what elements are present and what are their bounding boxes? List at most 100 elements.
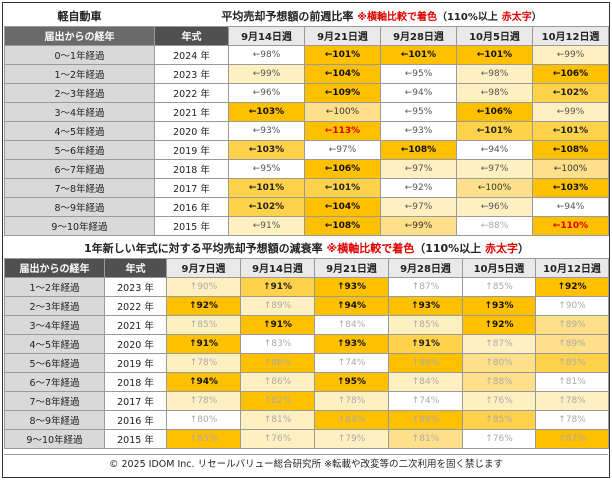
ratio-cell: ←106%: [304, 158, 381, 179]
ratio-cell: ←101%: [304, 44, 381, 65]
model-year: 2022 年: [154, 82, 229, 103]
table-row: 3～4年経過 2021 年 ↑85% ↑91% ↑84% ↑85% ↑92% ↑89%: [4, 314, 610, 335]
ratio-cell: ↑88%: [462, 371, 536, 392]
table1-note: ※横軸比較で着色: [357, 11, 437, 23]
table1-note-close: ）: [531, 11, 542, 23]
ratio-cell: ↑78%: [166, 352, 241, 373]
ratio-cell: ←108%: [531, 139, 610, 160]
ratio-cell: ←103%: [531, 177, 610, 198]
ratio-cell: ←106%: [531, 63, 610, 84]
elapsed-label: 4～5年経過: [4, 120, 155, 141]
elapsed-label: 8～9年経過: [4, 409, 105, 430]
elapsed-label: 5～6年経過: [4, 352, 105, 373]
ratio-cell: ↑91%: [240, 314, 315, 335]
ratio-cell: ↑89%: [534, 314, 610, 335]
col-year-header: 年式: [154, 25, 229, 46]
ratio-cell: ↑92%: [534, 276, 610, 297]
table2-title: 1年新しい年式に対する平均売却予想額の減衰率 ※横軸比較で着色（110%以上 赤…: [4, 238, 609, 258]
table-row: 4～5年経過 2020 年 ←93% ←113% ←93% ←101% ←101%: [4, 120, 610, 141]
model-year: 2022 年: [104, 295, 167, 316]
table2-note-open: （110%以上: [414, 241, 482, 255]
model-year: 2015 年: [104, 428, 167, 449]
ratio-cell: ↑85%: [166, 428, 241, 449]
model-year: 2019 年: [154, 139, 229, 160]
ratio-cell: ↑90%: [534, 295, 610, 316]
table-row: 9～10年経過 2015 年 ←91% ←108% ←99% ←88% ←110%: [4, 215, 610, 236]
ratio-cell: ↑74%: [314, 352, 389, 373]
week-header: 9月28日週: [380, 25, 457, 46]
ratio-cell: ←101%: [380, 44, 457, 65]
ratio-cell: ↑95%: [314, 371, 389, 392]
ratio-cell: ↑85%: [462, 276, 536, 297]
elapsed-label: 9～10年経過: [4, 428, 105, 449]
weekly-ratio-table: 軽自動車 平均売却予想額の前週比率 ※横軸比較で着色（110%以上 赤太字） 届…: [4, 6, 610, 236]
ratio-cell: ←109%: [304, 82, 381, 103]
col-elapsed-header: 届出からの経年: [4, 257, 105, 278]
ratio-cell: ←102%: [531, 82, 610, 103]
ratio-cell: ↑76%: [240, 428, 315, 449]
model-year: 2015 年: [154, 215, 229, 236]
ratio-cell: ←94%: [456, 139, 533, 160]
elapsed-label: 1～2年経過: [4, 63, 155, 84]
table2-note-red: 赤太字: [485, 241, 519, 255]
ratio-cell: ←113%: [304, 120, 381, 141]
ratio-cell: ↑87%: [462, 333, 536, 354]
ratio-cell: ↑94%: [314, 295, 389, 316]
ratio-cell: ←93%: [380, 120, 457, 141]
model-year: 2023 年: [104, 276, 167, 297]
ratio-cell: ↑86%: [240, 371, 315, 392]
ratio-cell: ↑76%: [462, 390, 536, 411]
ratio-cell: ←99%: [228, 63, 305, 84]
ratio-cell: ↑89%: [240, 295, 315, 316]
ratio-cell: ←97%: [456, 158, 533, 179]
ratio-cell: ←102%: [228, 196, 305, 217]
ratio-cell: ↑93%: [388, 295, 463, 316]
table-row: 4～5年経過 2020 年 ↑91% ↑83% ↑93% ↑91% ↑87% ↑89%: [4, 333, 610, 354]
ratio-cell: ←101%: [228, 177, 305, 198]
ratio-cell: ←108%: [304, 215, 381, 236]
ratio-cell: ↑86%: [240, 352, 315, 373]
ratio-cell: ←94%: [531, 196, 610, 217]
ratio-cell: ←95%: [228, 158, 305, 179]
ratio-cell: ←99%: [380, 215, 457, 236]
ratio-cell: ↑82%: [240, 390, 315, 411]
ratio-cell: ↑93%: [314, 276, 389, 297]
ratio-cell: ↑85%: [166, 314, 241, 335]
week-header: 10月5日週: [456, 25, 533, 46]
ratio-cell: ↑74%: [388, 390, 463, 411]
table2-title-text: 1年新しい年式に対する平均売却予想額の減衰率: [84, 241, 323, 255]
table2-note-close: ）: [518, 241, 530, 255]
ratio-cell: ←104%: [304, 63, 381, 84]
ratio-cell: ↑83%: [240, 333, 315, 354]
ratio-cell: ↑85%: [534, 352, 610, 373]
table1-title: 平均売却予想額の前週比率 ※横軸比較で着色（110%以上 赤太字）: [154, 6, 609, 26]
ratio-cell: ←99%: [531, 44, 610, 65]
ratio-cell: ↑94%: [166, 371, 241, 392]
ratio-cell: ↑84%: [314, 409, 389, 430]
ratio-cell: ←101%: [531, 120, 610, 141]
week-header: 9月21日週: [314, 257, 389, 278]
ratio-cell: ←92%: [380, 177, 457, 198]
ratio-cell: ↑86%: [388, 352, 463, 373]
ratio-cell: ↑76%: [462, 428, 536, 449]
table-row: 6～7年経過 2018 年 ←95% ←106% ←97% ←97% ←100%: [4, 158, 610, 179]
ratio-cell: ←101%: [456, 120, 533, 141]
elapsed-label: 2～3年経過: [4, 295, 105, 316]
ratio-cell: ←103%: [228, 101, 305, 122]
ratio-cell: ←104%: [304, 196, 381, 217]
elapsed-label: 3～4年経過: [4, 101, 155, 122]
week-header: 9月14日週: [228, 25, 305, 46]
ratio-cell: ↑80%: [166, 409, 241, 430]
week-header: 9月21日週: [304, 25, 381, 46]
table-row: 0～1年経過 2024 年 ←98% ←101% ←101% ←101% ←99%: [4, 44, 610, 65]
model-year: 2023 年: [154, 63, 229, 84]
ratio-cell: ↑78%: [314, 390, 389, 411]
ratio-cell: ←98%: [456, 63, 533, 84]
model-year: 2020 年: [104, 333, 167, 354]
table1-title-text: 平均売却予想額の前週比率: [221, 9, 354, 23]
elapsed-label: 8～9年経過: [4, 196, 155, 217]
ratio-cell: ↑84%: [388, 371, 463, 392]
col-elapsed-header: 届出からの経年: [4, 25, 155, 46]
ratio-cell: ↑91%: [166, 333, 241, 354]
table-row: 2～3年経過 2022 年 ↑92% ↑89% ↑94% ↑93% ↑93% ↑90%: [4, 295, 610, 316]
